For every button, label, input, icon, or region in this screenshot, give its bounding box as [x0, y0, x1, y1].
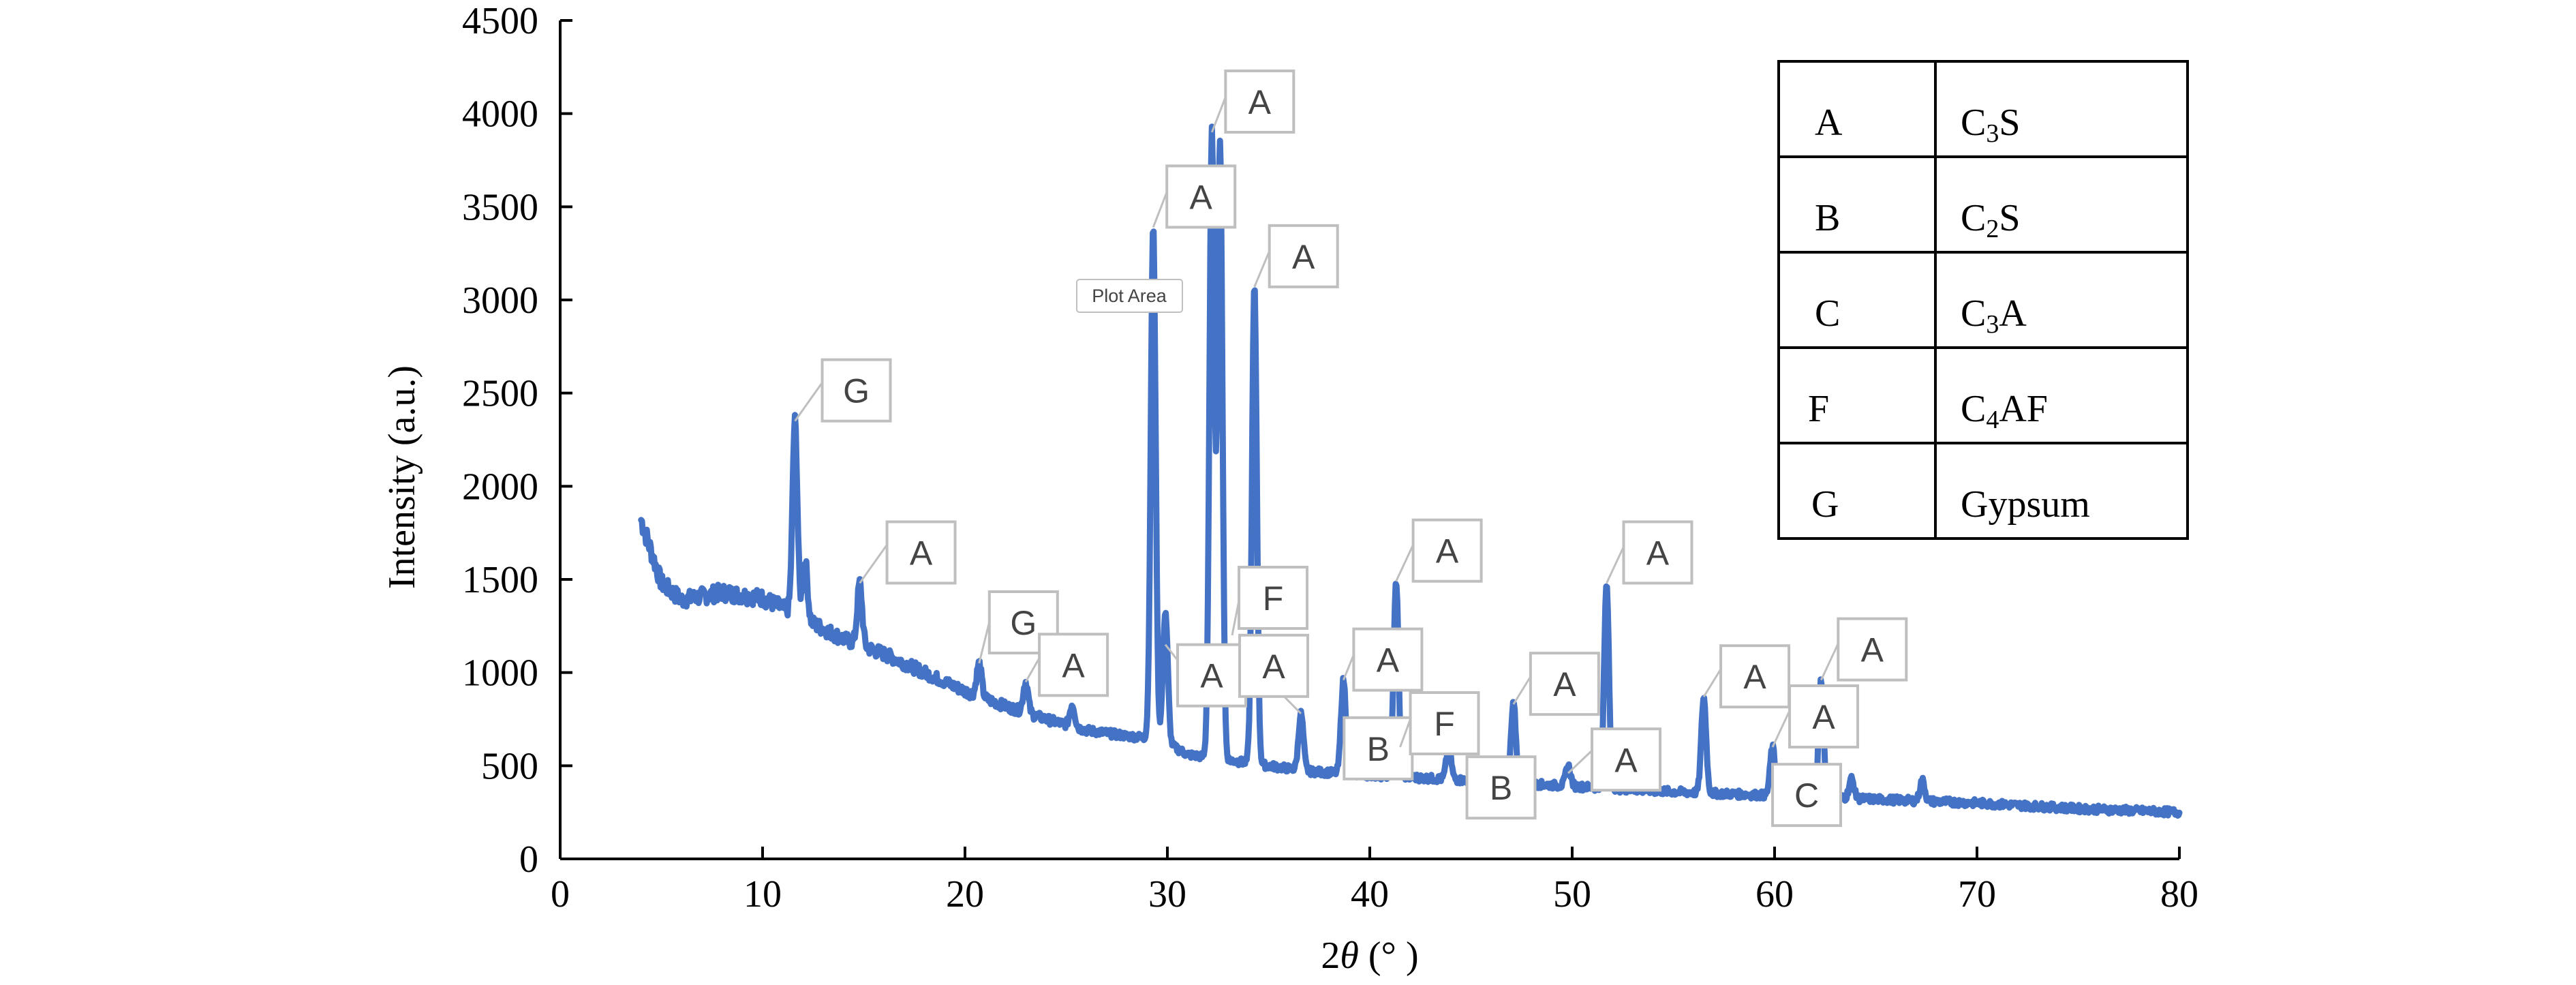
peak-label: A [1812, 698, 1835, 736]
peak-callout: A [1152, 164, 1237, 229]
peak-label: A [1248, 83, 1272, 121]
peak-callout: B [1343, 716, 1414, 781]
peak-label: B [1367, 730, 1390, 768]
peak-callout: A [859, 520, 957, 585]
legend-code: F [1808, 388, 1829, 430]
legend-code: C [1815, 292, 1840, 335]
y-ticks: 0 500 1000 1500 2000 2500 3000 3500 4000 4500 [462, 0, 572, 881]
x-tick-label: 0 [551, 873, 570, 915]
y-tick-label: 4500 [462, 0, 538, 42]
x-tick-label: 60 [1755, 873, 1794, 915]
axes: 0 10 20 30 40 50 60 70 80 0 500 1000 1500 2000 2500 30… [462, 0, 2198, 915]
y-tick-label: 3500 [462, 186, 538, 228]
peak-callout: A [1395, 518, 1483, 583]
x-tick-label: 40 [1351, 873, 1389, 915]
peak-label: A [1553, 665, 1576, 703]
peak-callout: A [1567, 727, 1662, 792]
peak-label: F [1434, 705, 1455, 743]
peak-label: A [1292, 238, 1315, 276]
peak-label: G [843, 372, 870, 410]
x-tick-label: 80 [2160, 873, 2198, 915]
peak-label: G [1010, 604, 1037, 642]
legend-code: G [1811, 483, 1839, 526]
peak-callout: A [1210, 70, 1295, 134]
y-axis-label: Intensity (a.u.) [381, 365, 423, 589]
peak-callout: A [1606, 520, 1693, 585]
x-tick-label: 20 [946, 873, 984, 915]
peak-callout: A [1820, 617, 1908, 682]
peak-callout: A [1771, 684, 1860, 748]
y-tick-label: 1000 [462, 652, 538, 695]
peak-callout: A [1164, 643, 1248, 708]
peak-callout: F [1399, 691, 1480, 755]
peak-callout: G [794, 358, 892, 423]
peak-label: A [910, 534, 933, 572]
peak-label: A [1062, 646, 1085, 684]
y-tick-label: 4000 [462, 93, 538, 136]
peak-callout: A [1342, 627, 1424, 692]
peak-label: A [1861, 631, 1884, 669]
peak-label: A [1262, 648, 1285, 686]
peak-callout: B [1465, 755, 1537, 820]
y-tick-label: 0 [519, 838, 538, 881]
legend-phase: Gypsum [1961, 483, 2090, 526]
peak-label: C [1794, 776, 1819, 815]
peak-label: A [1190, 178, 1213, 216]
peak-label: A [1646, 534, 1670, 572]
peak-label: B [1490, 769, 1512, 807]
x-axis-label: 2θ (° ) [1321, 935, 1418, 977]
peak-callout: C [1771, 763, 1843, 828]
x-tick-label: 70 [1958, 873, 1996, 915]
svg-text:Plot Area: Plot Area [1092, 286, 1167, 306]
phase-legend-table: A C3S B C2S C C3A F C4AF G Gypsum [1777, 60, 2189, 540]
peak-label: A [1436, 532, 1459, 571]
legend-phase: C3S [1961, 102, 2021, 148]
x-tick-label: 10 [743, 873, 782, 915]
peak-callout: A [1024, 633, 1109, 697]
y-tick-label: 2000 [462, 466, 538, 508]
peak-callout: G [978, 590, 1059, 664]
legend-phase: C4AF [1961, 388, 2048, 434]
y-tick-label: 2500 [462, 373, 538, 415]
peak-label: A [1200, 657, 1223, 695]
x-tick-label: 30 [1148, 873, 1186, 915]
peak-label: A [1614, 741, 1638, 779]
peak-label: F [1263, 579, 1284, 618]
legend-code: B [1815, 197, 1840, 239]
y-tick-label: 3000 [462, 279, 538, 322]
legend-phase: C3A [1961, 292, 2027, 339]
peak-callout: A [1238, 633, 1310, 714]
legend-phase: C2S [1961, 197, 2021, 243]
peak-label: A [1743, 658, 1766, 696]
y-tick-label: 500 [481, 745, 538, 787]
legend-code: A [1815, 102, 1843, 144]
peak-label: A [1377, 641, 1400, 680]
peak-callout: A [1512, 652, 1600, 716]
x-ticks: 0 10 20 30 40 50 60 70 80 [551, 847, 2198, 915]
peak-callout: A [1702, 644, 1791, 709]
peak-callout: A [1253, 224, 1339, 288]
plot-area-tooltip: Plot Area [1076, 279, 1183, 313]
x-tick-label: 50 [1553, 873, 1591, 915]
peak-callout: F [1231, 566, 1309, 636]
y-tick-label: 1500 [462, 559, 538, 601]
